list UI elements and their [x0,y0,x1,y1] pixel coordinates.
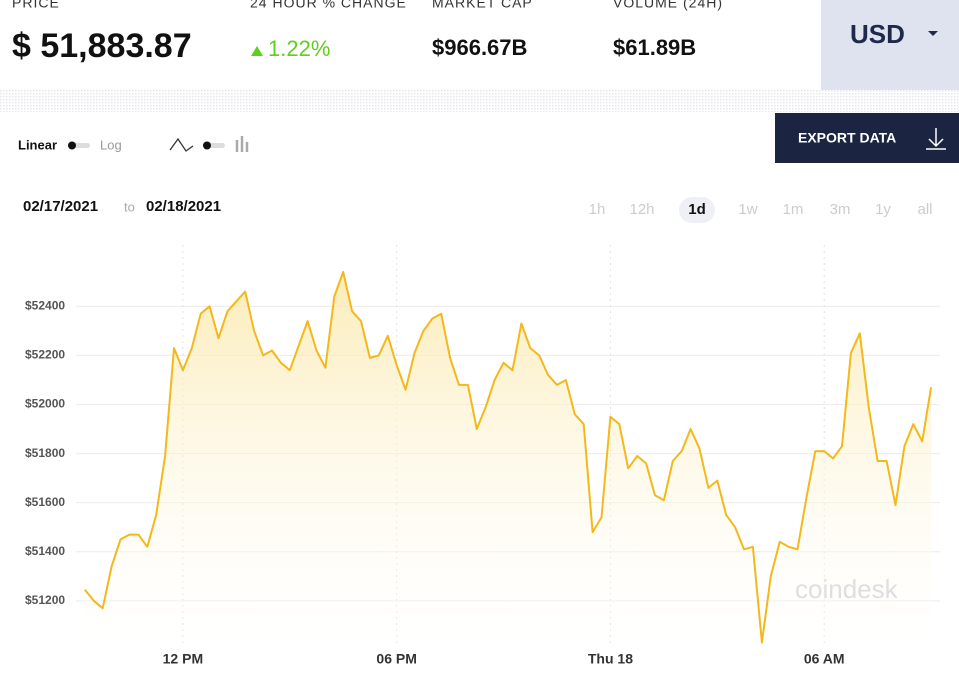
range-button[interactable]: 1y [875,201,891,218]
y-tick-label: $52400 [25,299,65,313]
x-tick-label: Thu 18 [588,651,633,667]
toggle-knob [203,141,211,150]
range-button[interactable]: all [917,201,932,218]
range-button[interactable]: 12h [629,201,654,218]
price-line [84,271,933,644]
y-tick-label: $51800 [25,446,65,460]
export-label: EXPORT DATA [798,130,896,146]
x-tick-label: 12 PM [163,651,203,667]
range-button[interactable]: 1d [688,201,706,218]
toggle-knob [68,141,76,150]
currency: USD [850,19,905,49]
x-tick-label: 06 AM [804,651,845,667]
date-to[interactable]: 02/18/2021 [146,198,221,215]
volume-label: VOLUME (24H) [613,0,723,11]
range-button[interactable]: 1h [589,201,606,218]
change-label: 24 HOUR % CHANGE [250,0,407,11]
x-tick-label: 06 PM [376,651,416,667]
y-tick-label: $51600 [25,495,65,509]
price: $ 51,883.87 [12,27,192,65]
change: 1.22% [268,36,330,61]
y-tick-label: $51400 [25,544,65,558]
log-label[interactable]: Log [100,137,122,152]
up-arrow [251,46,263,56]
linear-label[interactable]: Linear [18,137,57,152]
area [84,272,932,645]
range-active-bg [679,197,715,223]
line-icon[interactable] [169,137,194,152]
y-tick-label: $52000 [25,397,65,411]
range-button[interactable]: 1w [738,201,757,218]
bar-icon[interactable] [235,136,249,152]
range-button[interactable]: 1m [783,201,804,218]
cap: $966.67B [432,35,527,60]
y-tick-label: $51200 [25,593,65,607]
caret [928,31,938,36]
divider-band [0,90,959,112]
cap-label: MARKET CAP [432,0,533,11]
date-from[interactable]: 02/17/2021 [23,198,98,215]
download-icon [926,128,946,150]
range-button[interactable]: 3m [830,201,851,218]
price-label: PRICE [12,0,60,11]
volume: $61.89B [613,35,696,60]
date-sep: to [124,199,135,214]
export-button[interactable] [775,113,959,163]
y-tick-label: $52200 [25,348,65,362]
currency-select[interactable] [821,0,959,90]
